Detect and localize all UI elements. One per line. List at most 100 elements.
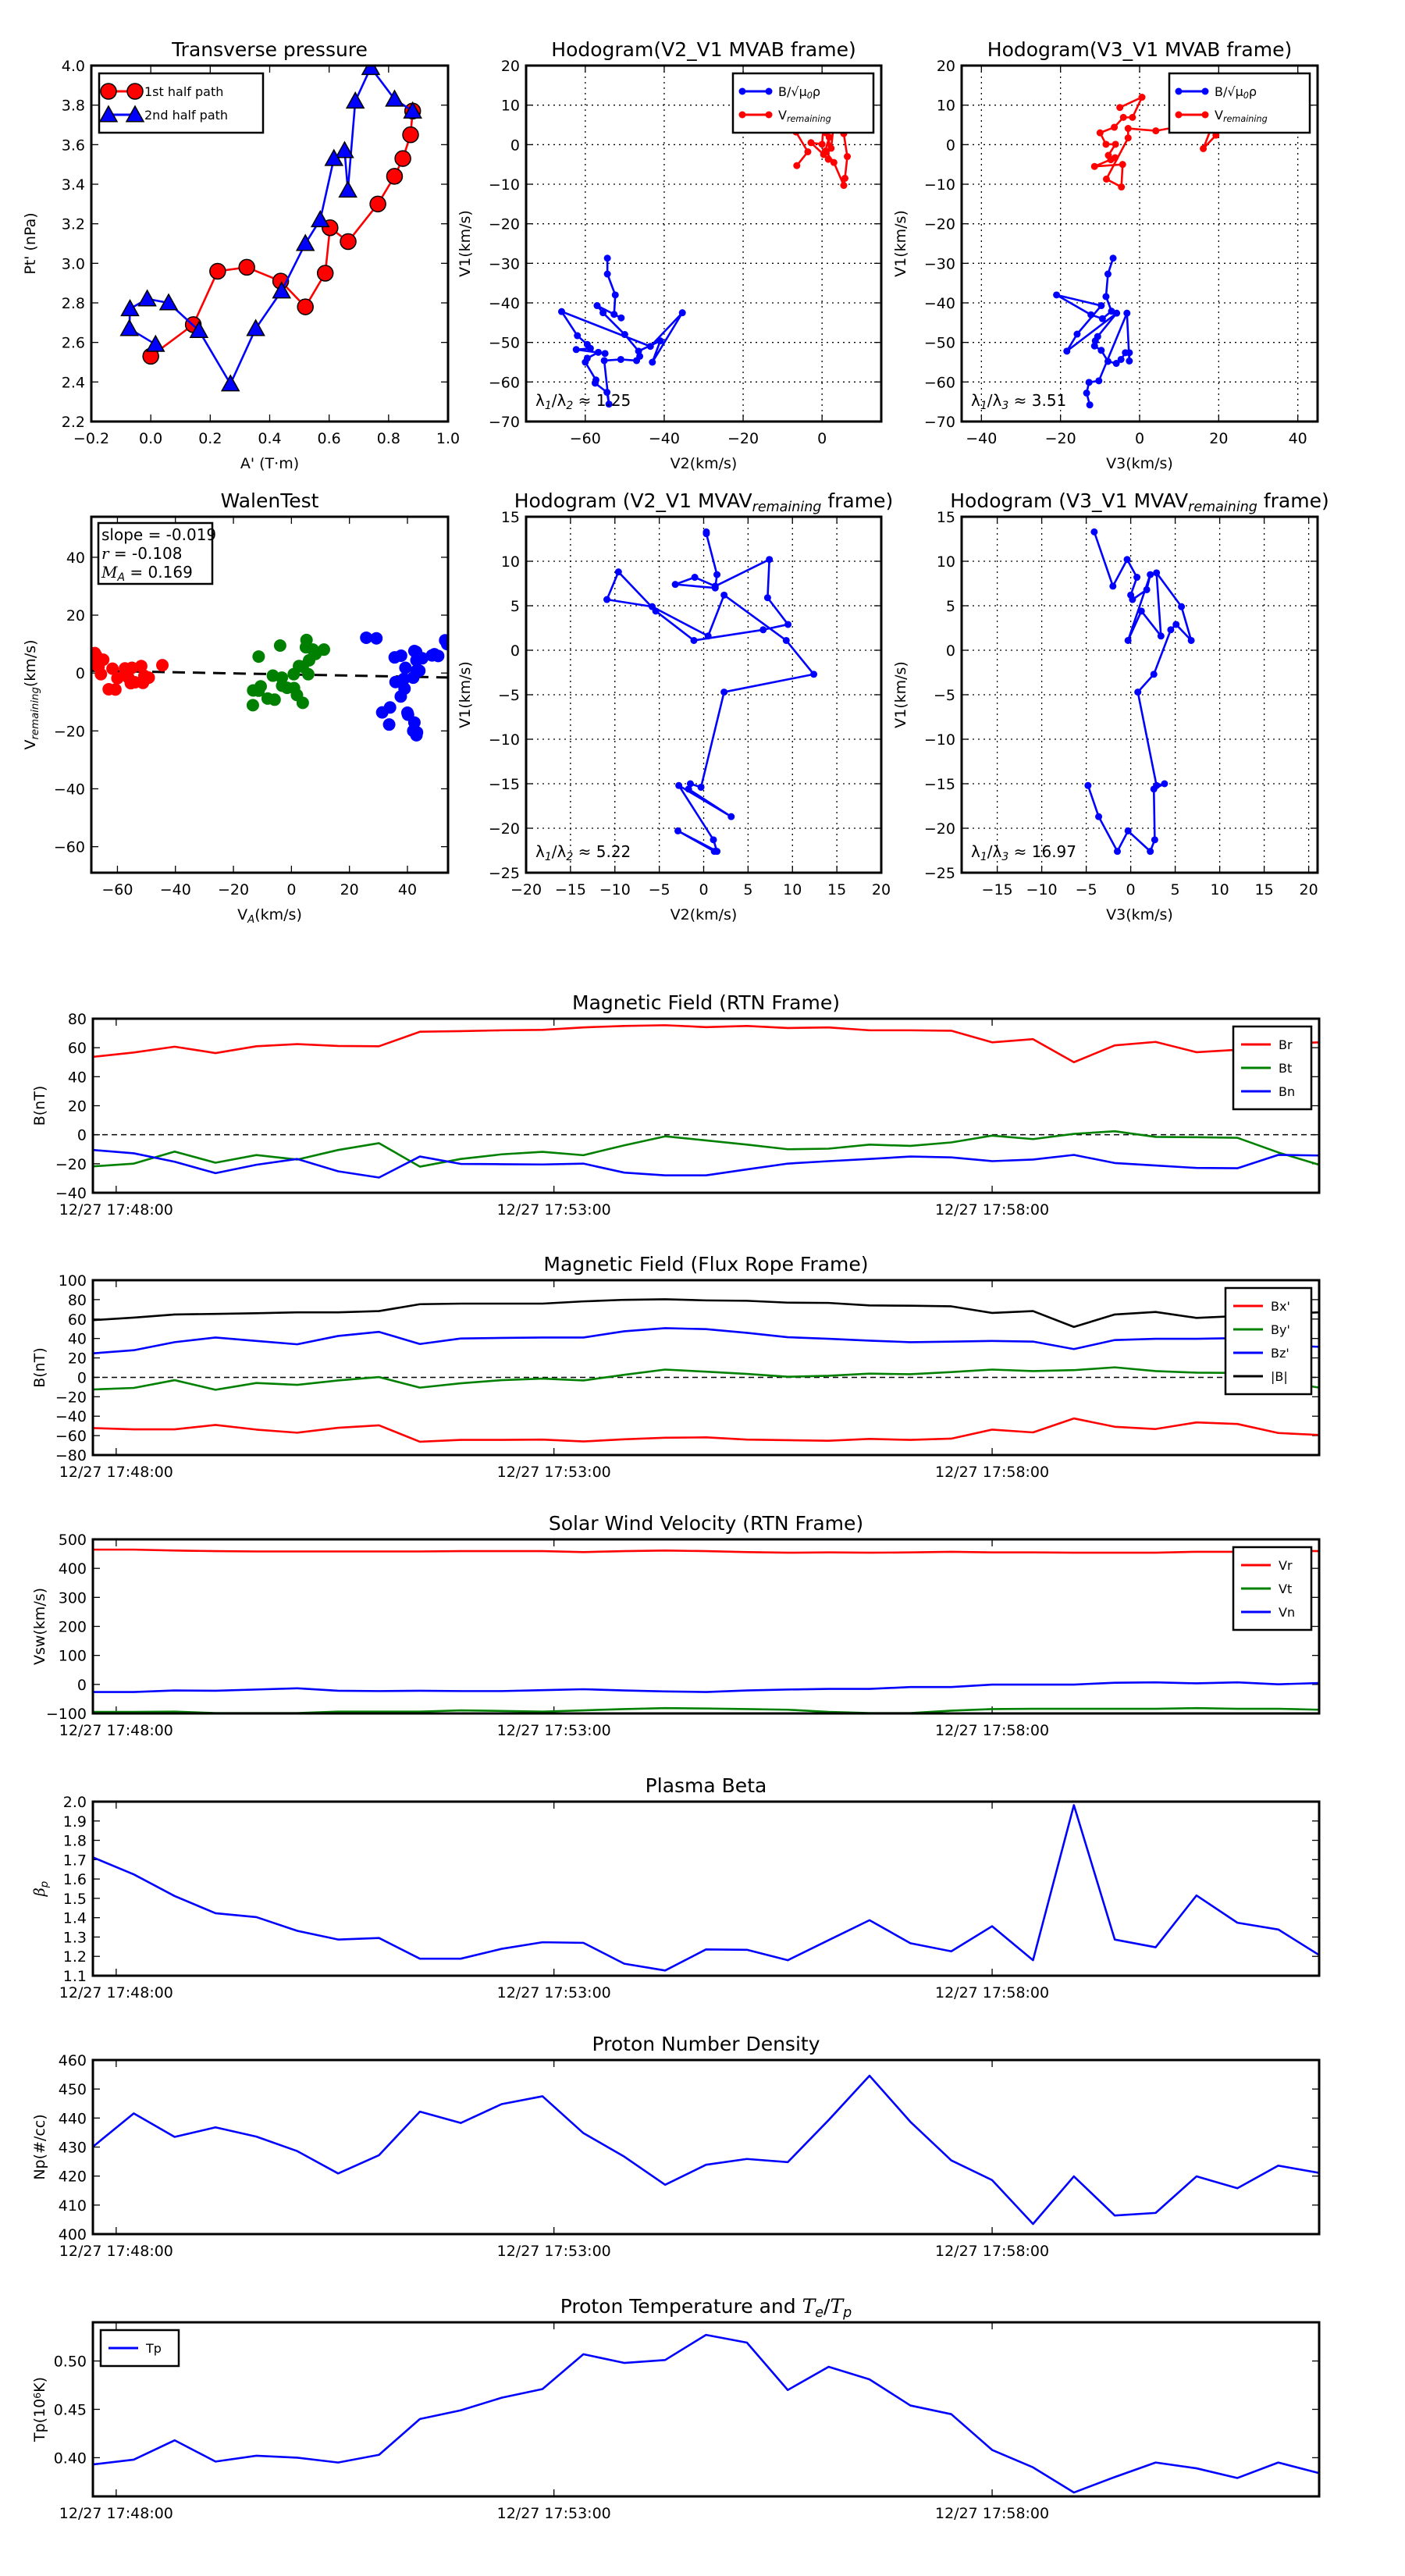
data-point	[1138, 94, 1146, 101]
series-line	[93, 1148, 1319, 1179]
x-tick-label: 12/27 17:53:00	[497, 2243, 611, 2260]
data-point	[297, 298, 314, 315]
y-tick-label: −15	[489, 776, 520, 793]
series-first	[91, 646, 169, 696]
y-tick-label: 60	[68, 1311, 87, 1329]
axes-frame	[91, 1017, 1321, 1194]
series-2nd half path	[119, 66, 422, 392]
axes-frame	[91, 1538, 1321, 1715]
data-point	[686, 780, 694, 788]
axes-frame	[525, 515, 883, 874]
stats-line-part: = 0.169	[125, 563, 193, 582]
data-point	[1111, 123, 1119, 131]
legend-marker	[1201, 111, 1209, 119]
data-point	[614, 568, 622, 576]
y-tick-label: 10	[937, 553, 955, 571]
y-tick-label: −10	[924, 731, 955, 749]
legend-item: Br	[1241, 1037, 1293, 1052]
chart-title-part: remaining	[1188, 500, 1257, 515]
data-point	[1097, 302, 1105, 310]
legend-label-part: μ	[799, 84, 807, 99]
x-axis-label: V2(km/s)	[670, 906, 738, 923]
legend-label-part: B/√	[778, 84, 799, 99]
y-tick-label: −20	[55, 1389, 87, 1406]
legend-marker	[100, 83, 117, 100]
y-axis-label: V1(km/s)	[892, 661, 909, 728]
y-axis-label-part: (km/s)	[22, 639, 39, 687]
data-point	[402, 126, 419, 144]
legend-label: Vt	[1279, 1582, 1292, 1596]
x-tick-label: 12/27 17:58:00	[935, 1722, 1049, 1739]
data-point	[145, 334, 165, 352]
chart-title: Transverse pressure	[171, 38, 368, 61]
chart-title: Solar Wind Velocity (RTN Frame)	[549, 1512, 863, 1535]
y-tick-label: 15	[501, 509, 520, 526]
data-point	[617, 314, 625, 322]
y-axis-label-part: p	[39, 1881, 51, 1888]
y-tick-label: −25	[924, 865, 955, 882]
series-line	[93, 1366, 1319, 1391]
axes-frame	[91, 2058, 1321, 2236]
y-tick-label: −60	[55, 1428, 87, 1445]
x-tick-label: 10	[1211, 881, 1229, 898]
data-point	[273, 639, 286, 652]
x-tick-label: 15	[1255, 881, 1274, 898]
data-point	[137, 289, 157, 307]
data-point	[1172, 621, 1180, 628]
data-point	[1124, 134, 1132, 142]
data-point	[246, 318, 265, 336]
data-point	[713, 571, 721, 578]
series-V	[1084, 528, 1195, 856]
eigenvalue-ratio-label-part: 3	[1001, 400, 1008, 412]
x-tick-label: −15	[982, 881, 1013, 898]
plot-area	[93, 1804, 1319, 1972]
y-axis-label: B(nT)	[31, 1347, 48, 1388]
eigenvalue-ratio-label-part: 1	[545, 400, 552, 412]
data-point	[403, 101, 422, 119]
y-tick-label: 2.8	[62, 295, 85, 312]
axes-frame	[90, 515, 450, 874]
y-tick-label: 0.40	[54, 2450, 87, 2467]
y-tick-label: 20	[937, 58, 955, 75]
data-point	[272, 281, 292, 299]
x-axis-label-part: A	[247, 914, 254, 926]
axes-frame	[91, 1800, 1321, 1977]
y-tick-label: 1.9	[63, 1813, 87, 1831]
data-point	[440, 638, 448, 651]
data-point	[759, 626, 767, 634]
data-point	[611, 291, 619, 299]
y-tick-label: −10	[924, 176, 955, 194]
data-point	[1129, 113, 1136, 121]
y-tick-label: 1.1	[63, 1968, 87, 1985]
x-tick-label: 12/27 17:58:00	[935, 1201, 1049, 1219]
series-line	[93, 1024, 1319, 1064]
y-tick-label: −70	[924, 414, 955, 431]
x-axis-label-part: V	[237, 906, 247, 923]
data-point	[209, 262, 226, 280]
legend-item: B/√μ0ρ	[738, 84, 820, 101]
data-point	[410, 728, 423, 742]
data-point	[120, 299, 140, 317]
legend-label-part: V	[778, 108, 787, 123]
legend: B/√μ0ρ Vremaining	[1168, 72, 1311, 134]
y-tick-label: −25	[489, 865, 520, 882]
chart-title: Plasma Beta	[646, 1774, 767, 1797]
data-point	[220, 374, 240, 392]
x-tick-label: 12/27 17:53:00	[497, 2505, 611, 2522]
data-point	[1086, 401, 1094, 409]
x-tick-label: 12/27 17:48:00	[59, 2243, 173, 2260]
legend-label: Bt	[1279, 1061, 1292, 1076]
plot-area	[93, 2074, 1319, 2226]
eigenvalue-ratio-label: λ1/λ3 ≈ 16.97	[971, 842, 1076, 863]
data-point	[574, 332, 582, 340]
data-point	[793, 162, 801, 169]
series-Vn	[93, 1681, 1319, 1693]
chart-title: Hodogram(V3_V1 MVAB frame)	[987, 38, 1292, 61]
data-point	[720, 591, 728, 599]
y-axis-label: Tp(106K)	[31, 2377, 48, 2443]
data-point	[1087, 311, 1095, 318]
data-point	[697, 784, 705, 792]
legend-label: Vremaining	[778, 108, 831, 124]
legend-label: By'	[1271, 1322, 1290, 1337]
y-tick-label: −60	[489, 374, 520, 391]
